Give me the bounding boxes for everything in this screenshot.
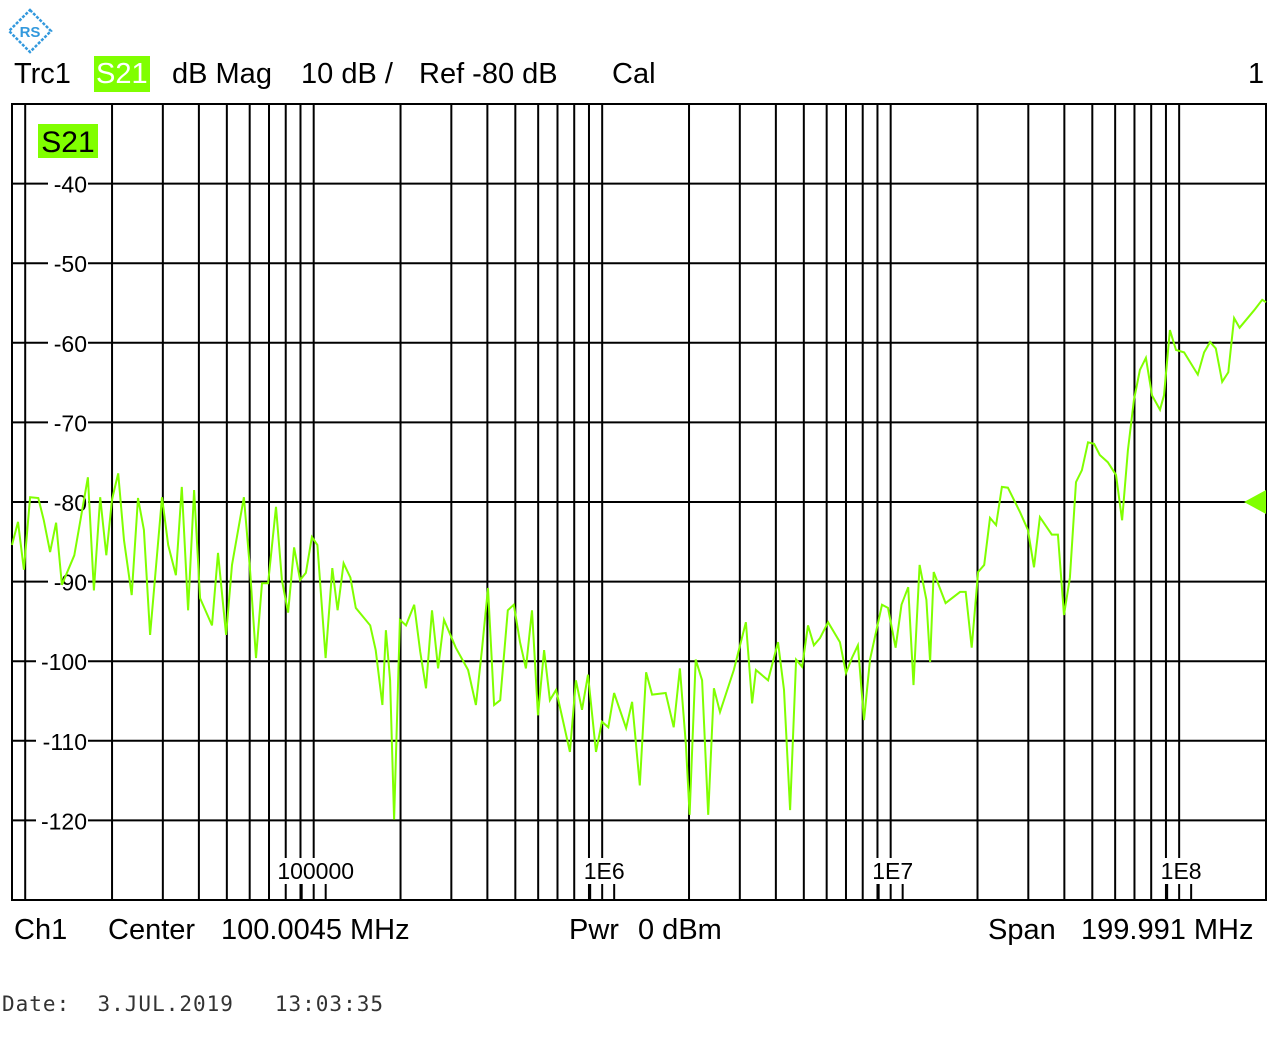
channel-number: 1	[1248, 58, 1265, 90]
center-label: Center	[108, 914, 196, 946]
cal-status: Cal	[612, 58, 656, 90]
ref-level-label[interactable]: Ref -80 dB	[419, 58, 558, 90]
y-tick-label-bg	[36, 808, 88, 833]
s-parameter-badge[interactable]: S21	[94, 56, 150, 92]
x-tick-label: 1E7	[872, 858, 913, 884]
power-label: Pwr	[569, 914, 619, 946]
y-tick-labels: -40-50-60-70-80-90-100-110-120	[36, 171, 88, 834]
trace-label: S21	[41, 126, 94, 159]
y-tick-label-bg	[48, 251, 88, 276]
span-label: Span	[988, 914, 1056, 946]
x-tick-label-bg	[274, 858, 353, 884]
y-tick-label: -100	[41, 649, 87, 675]
s21-trace	[11, 298, 1267, 820]
y-tick-label: -40	[54, 172, 87, 198]
x-tick-label: 1E6	[584, 858, 625, 884]
power-value[interactable]: 0 dBm	[638, 914, 722, 946]
y-tick-label-bg	[48, 410, 88, 435]
y-tick-label: -60	[54, 331, 87, 357]
y-tick-label-bg	[48, 330, 88, 355]
center-frequency[interactable]: 100.0045 MHz	[221, 914, 410, 946]
rohde-schwarz-logo: RS	[7, 8, 53, 54]
y-tick-label: -50	[54, 251, 87, 277]
y-tick-label-bg	[36, 728, 88, 753]
y-tick-label-bg	[36, 649, 88, 674]
format-label[interactable]: dB Mag	[172, 58, 272, 90]
y-tick-label-bg	[48, 171, 88, 196]
scale-label[interactable]: 10 dB /	[301, 58, 393, 90]
x-tick-label-bg	[1158, 858, 1201, 884]
trace-label-badge	[38, 124, 98, 158]
x-tick-label-bg	[581, 858, 624, 884]
horizontal-grid	[12, 182, 1266, 822]
x-tick-label: 1E8	[1161, 858, 1202, 884]
y-tick-label-bg	[48, 569, 88, 594]
x-tick-label-bg	[869, 858, 912, 884]
channel-label: Ch1	[14, 914, 68, 946]
date-timestamp: Date: 3.JUL.2019 13:03:35	[2, 992, 385, 1016]
logo-lettering: RS	[20, 24, 41, 41]
x-tick-label: 100000	[277, 858, 354, 884]
y-tick-label: -70	[54, 410, 87, 436]
y-tick-label: -110	[43, 729, 87, 755]
x-tick-labels: 100000 1E6 1E7 1E8	[274, 858, 1202, 900]
span-value[interactable]: 199.991 MHz	[1081, 914, 1254, 946]
y-tick-label: -120	[41, 808, 87, 834]
trace-name[interactable]: Trc1	[14, 58, 71, 90]
reference-level-marker[interactable]	[1244, 490, 1266, 514]
y-tick-label: -90	[54, 570, 87, 596]
